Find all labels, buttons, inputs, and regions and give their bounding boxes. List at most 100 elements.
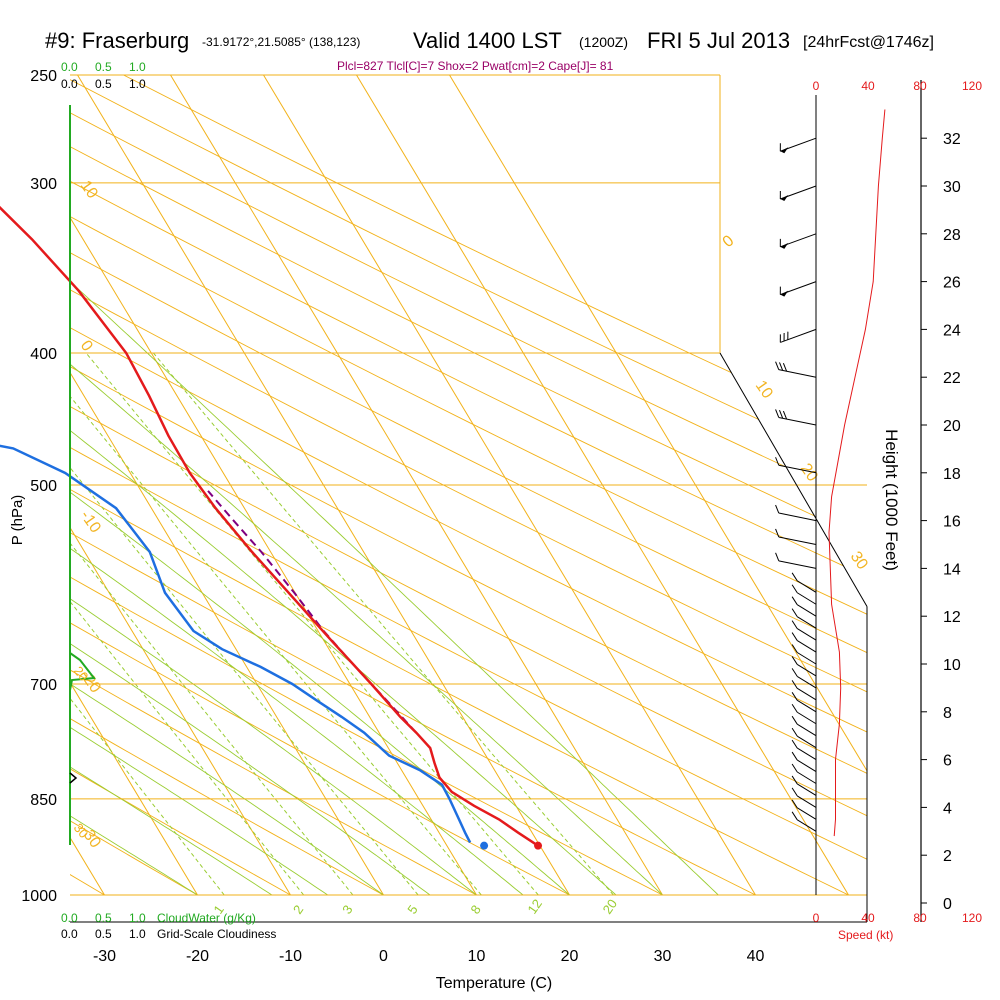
isotherm-label: 10: [752, 378, 776, 402]
barb-staff: [796, 652, 817, 665]
barb-feather: [775, 528, 780, 538]
dry-adiabat: [70, 75, 867, 896]
cloudiness-tick-bottom: 1.0: [129, 927, 146, 941]
height-tick-label: 18: [943, 466, 961, 483]
barb-feather: [775, 361, 780, 370]
barb-feather: [775, 409, 780, 418]
dry-adiabat: [70, 75, 867, 896]
barb-pennant: [780, 290, 789, 297]
pressure-tick-label: 700: [30, 677, 57, 694]
wind-barb: [791, 775, 817, 796]
wind-barb: [791, 739, 817, 761]
dry-adiabat: [70, 75, 867, 896]
mixing-ratio-line: [70, 352, 482, 896]
y-axis-title: P (hPa): [9, 495, 26, 546]
cloudiness-tick-top: 0.0: [61, 77, 78, 91]
isotherm-label: -10: [77, 508, 104, 537]
mixing-ratio-line: [70, 352, 419, 896]
speed-tick-top: 0: [813, 79, 820, 93]
stability-indices: Plcl=827 Tlcl[C]=7 Shox=2 Pwat[cm]=2 Cap…: [337, 59, 614, 73]
height-tick-label: 4: [943, 800, 952, 817]
barb-feather: [791, 632, 798, 641]
wind-barb: [791, 668, 817, 689]
barb-staff: [796, 723, 817, 737]
wind-barb: [791, 811, 817, 832]
barb-feather: [791, 680, 798, 689]
barb-feather: [791, 596, 798, 605]
isotherm-label: 30: [847, 549, 871, 573]
cloudwater-tick-bottom: 1.0: [129, 911, 146, 925]
barb-feather: [791, 584, 798, 594]
cloudwater-tick-bottom: 0.0: [61, 911, 78, 925]
barb-feather: [791, 811, 798, 821]
dry-adiabat: [70, 75, 867, 896]
barb-staff: [796, 640, 817, 653]
speed-tick-top: 120: [962, 79, 982, 93]
moist-adiabat: [70, 86, 328, 896]
utc-time: (1200Z): [579, 34, 628, 50]
dry-adiabat: [70, 75, 291, 896]
x-axis-title: Temperature (C): [436, 975, 552, 992]
height-tick-label: 2: [943, 848, 952, 865]
barb-staff: [796, 747, 817, 761]
barb-staff: [796, 616, 817, 629]
speed-tick-bottom: 80: [913, 911, 927, 925]
barb-staff: [778, 464, 817, 474]
barb-feather: [782, 410, 788, 420]
barb-staff: [778, 536, 817, 545]
wind-barb: [791, 632, 817, 653]
cloudiness-tick-top: 0.5: [95, 77, 112, 91]
barb-pennant: [780, 147, 789, 154]
surface-temperature-dot: [534, 841, 543, 850]
mixing-ratio-label: 12: [524, 896, 545, 916]
barb-staff: [778, 416, 817, 426]
barb-feather: [775, 504, 780, 514]
dry-adiabat: [70, 75, 867, 896]
wind-barb: [791, 644, 817, 665]
barb-staff: [796, 592, 817, 605]
x-tick-label: 10: [468, 948, 486, 965]
height-tick-label: 20: [943, 418, 961, 435]
chart-labels: #9: Fraserburg -31.9172°,21.5085° (138,1…: [9, 28, 934, 992]
barb-staff: [778, 369, 817, 378]
height-tick-label: 32: [943, 131, 961, 148]
surface-dewpoint-dot: [480, 841, 489, 850]
moist-adiabat: [70, 86, 570, 896]
cloudiness-tick-top: 1.0: [129, 77, 146, 91]
wind-barb: [791, 680, 817, 701]
wind-barb: [779, 328, 817, 343]
dry-adiabat: [70, 75, 867, 896]
barb-staff: [796, 711, 817, 725]
plot-area: [70, 75, 867, 896]
x-tick-label: -30: [93, 948, 116, 965]
wind-barb: [779, 233, 817, 249]
barb-feather: [791, 799, 798, 809]
moist-adiabat: [70, 86, 524, 896]
height-tick-label: 22: [943, 370, 961, 387]
cloudiness-tick-bottom: 0.5: [95, 927, 112, 941]
height-tick-label: 12: [943, 609, 961, 626]
barb-feather: [791, 608, 798, 617]
dewpoint-curve: [0, 444, 472, 844]
dry-adiabat: [70, 75, 867, 896]
moist-adiabat: [70, 86, 663, 896]
dry-adiabat: [123, 75, 867, 896]
speed-tick-bottom: 40: [861, 911, 875, 925]
wind-barb: [791, 703, 817, 725]
station-title: #9: Fraserburg: [45, 28, 189, 53]
height-tick-label: 30: [943, 179, 961, 196]
isotherm-label: 0: [77, 338, 96, 355]
barb-feather: [791, 644, 798, 653]
temperature-curve: [0, 205, 539, 847]
barb-staff: [778, 560, 817, 569]
barb-staff: [796, 628, 817, 641]
forecast-info: [24hrFcst@1746z]: [803, 34, 934, 51]
wind-panel: 0246810121416182022242628303200404080801…: [775, 79, 982, 925]
height-axis-title: Height (1000 Feet): [882, 429, 901, 571]
dry-adiabat: [70, 75, 477, 896]
x-tick-label: 30: [654, 948, 672, 965]
wind-barb: [775, 528, 817, 545]
mixing-ratio-label: 5: [404, 902, 420, 917]
moist-adiabat: [70, 86, 273, 896]
